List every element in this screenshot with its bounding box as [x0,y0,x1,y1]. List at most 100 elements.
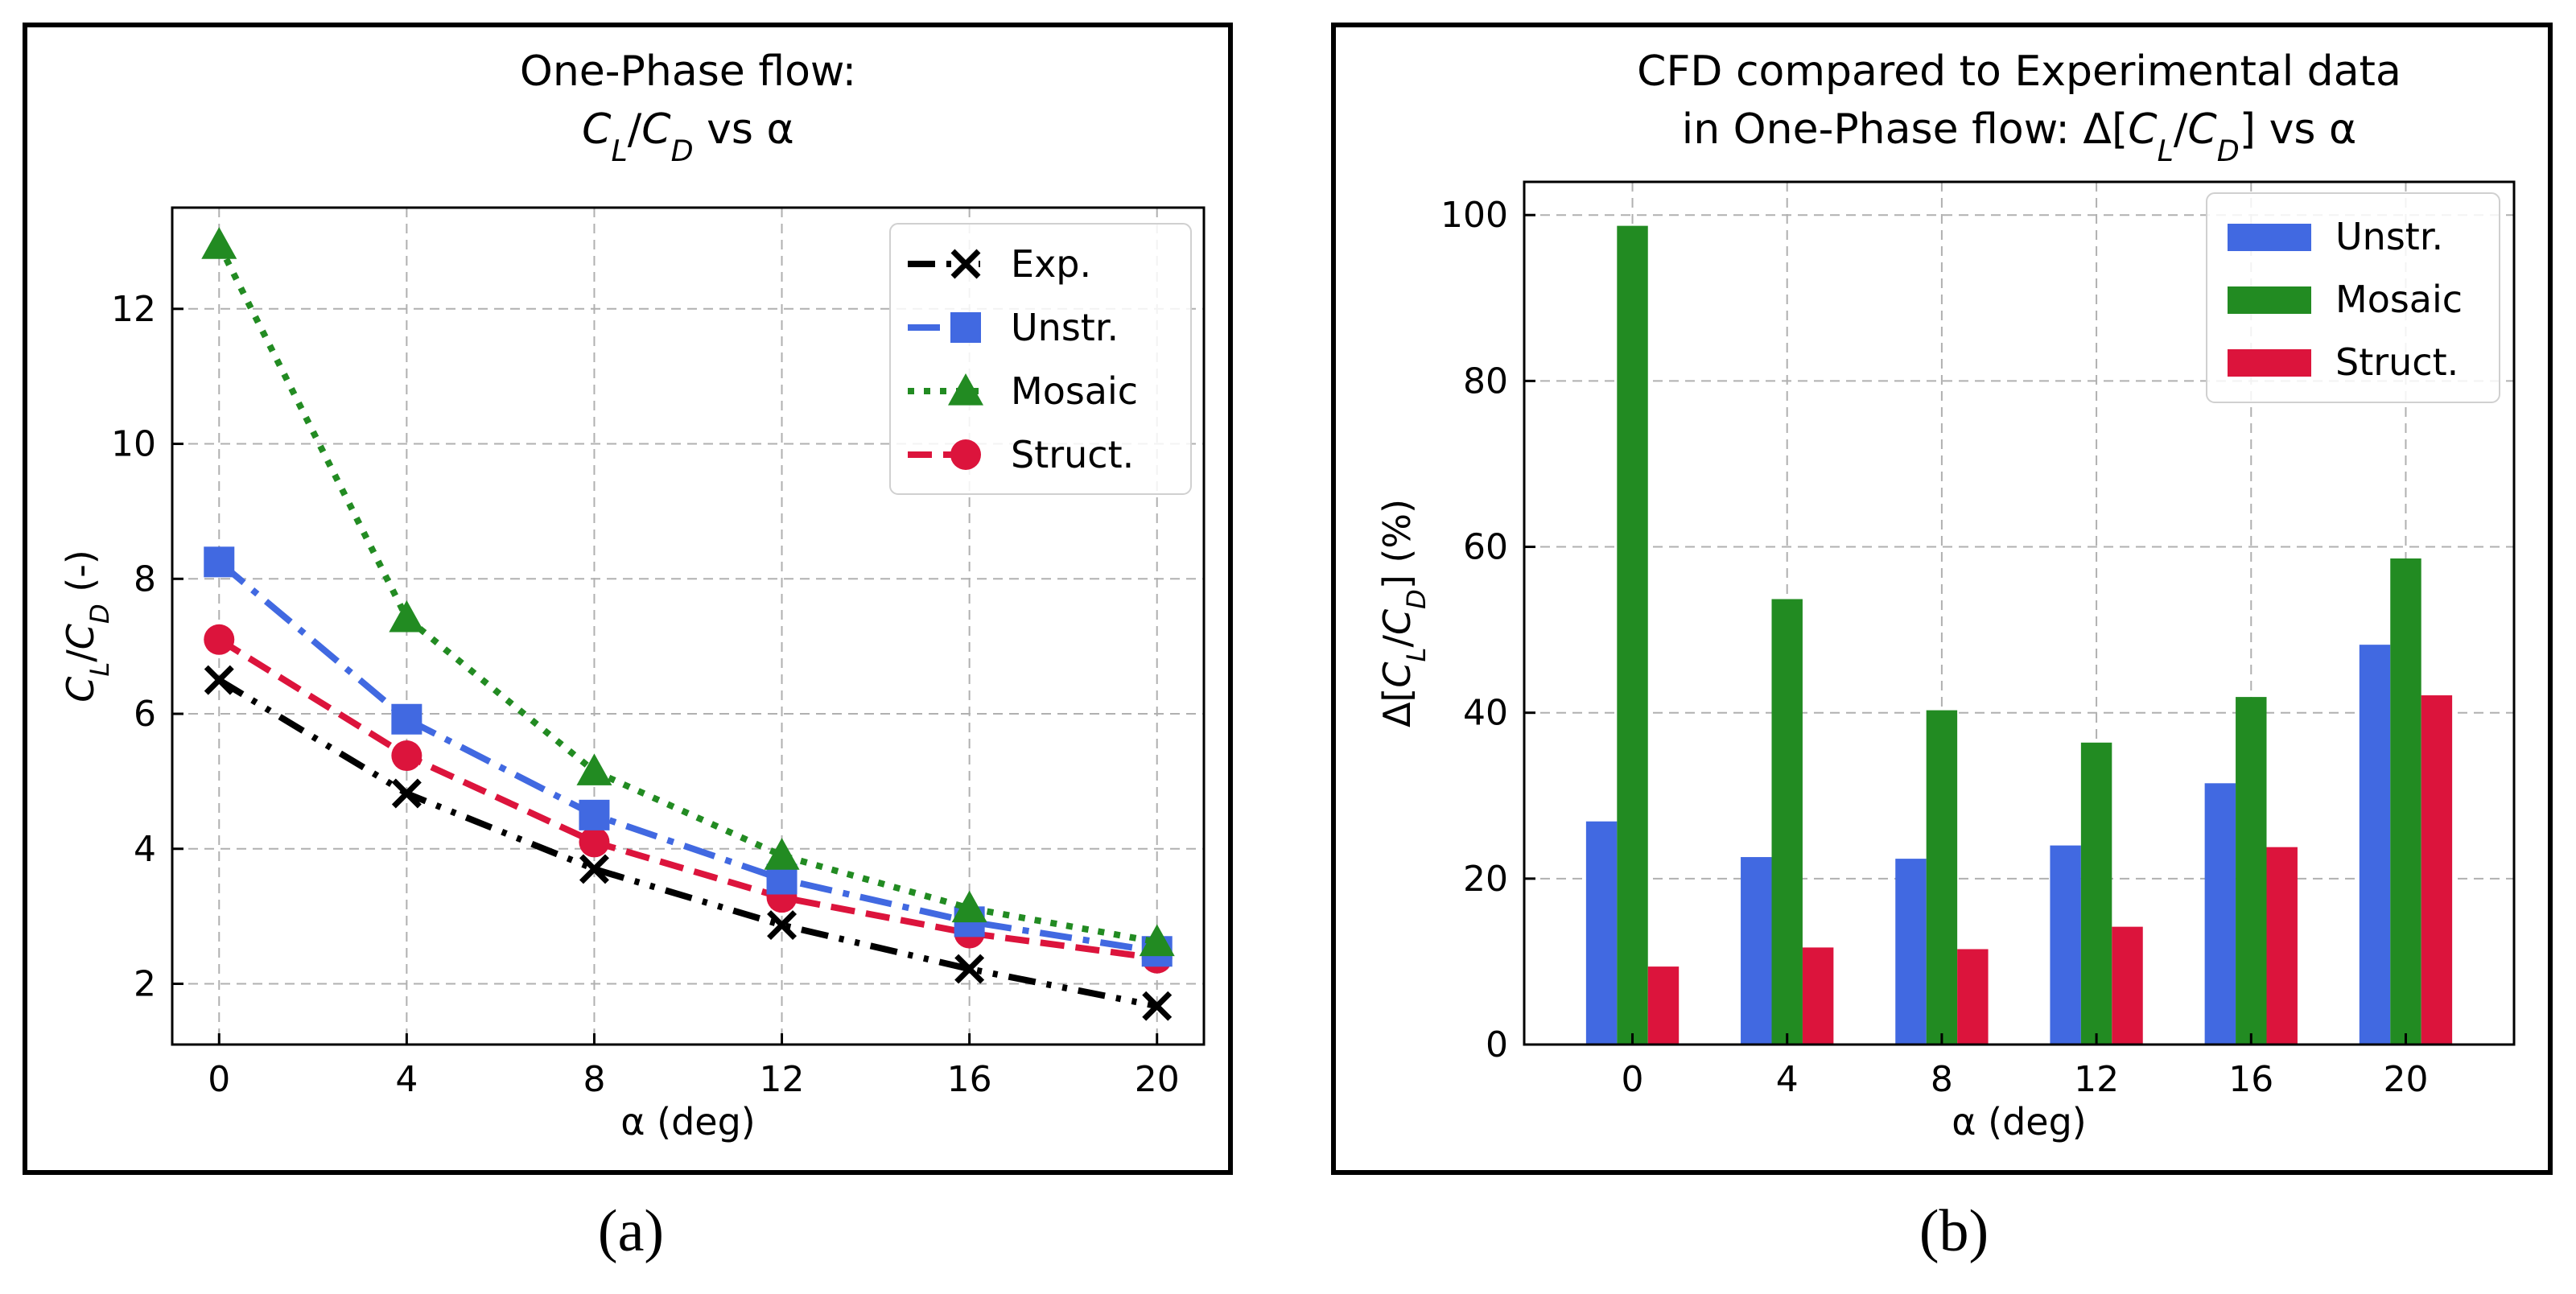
y-tick-label: 100 [1440,195,1508,236]
x-tick-label: 16 [2228,1059,2273,1100]
data-point [389,600,425,633]
legend-swatch [2228,349,2311,377]
bar [1617,225,1648,1045]
chart-title-line2: CL/CD vs α [582,105,794,168]
chart-title-line1: One-Phase flow: [520,47,856,96]
legend-label: Struct. [2335,340,2459,384]
data-point [579,826,610,858]
data-point [1142,991,1173,1021]
legend-label: Exp. [1011,242,1091,286]
bar [1647,966,1680,1045]
chart-title-line1: CFD compared to Experimental data [1637,47,2401,96]
data-point [579,799,610,830]
data-point [767,910,798,941]
chart-title-line2: in One-Phase flow: Δ[CL/CD] vs α [1682,105,2357,168]
bar [2390,558,2421,1045]
y-tick-label: 20 [1463,859,1508,900]
x-tick-label: 4 [395,1059,418,1100]
bar [1957,949,1989,1045]
data-point [201,227,237,259]
series-mosaic [201,227,1175,957]
plot-frame [171,206,1206,1046]
y-tick-label: 6 [134,694,156,735]
panel-a: One-Phase flow: CL/CD vs α 0 4 8 12 16 20 2 4 6 8 10… [23,23,1233,1175]
bar [2236,697,2267,1045]
data-point [954,954,985,984]
x-axis-label: α (deg) [620,1100,756,1144]
x-axis-label: α (deg) [1952,1100,2087,1144]
data-point [579,854,609,884]
x-tick-label: 12 [760,1059,805,1100]
data-point [576,753,612,785]
legend-label: Struct. [1011,433,1134,476]
y-axis-label: Δ[CL/CD] (%) [1375,499,1432,727]
bar [2266,847,2298,1045]
data-point [391,778,422,809]
legend-label: Unstr. [2335,215,2443,258]
x-tick-label: 12 [2074,1059,2119,1100]
bar [1741,857,1772,1045]
x-tick-label: 20 [2383,1059,2428,1100]
data-point [1139,924,1175,957]
data-point [764,838,800,870]
bar-chart: CFD compared to Experimental data in One-… [1375,47,2516,1144]
x-tick-label: 16 [947,1059,992,1100]
legend: Unstr. Mosaic Struct. [2206,192,2500,403]
legend-label: Unstr. [1011,306,1119,349]
series-exp [204,665,1173,1021]
panel-b: CFD compared to Experimental data in One-… [1331,23,2553,1175]
legend-label: Mosaic [2335,278,2463,321]
y-tick-label: 40 [1463,693,1508,734]
series-line [217,677,1158,1010]
legend-marker [948,373,983,406]
legend-swatch [2228,224,2311,251]
y-tick-label: 60 [1463,527,1508,568]
bar [1895,859,1927,1045]
legend-marker [950,249,981,279]
y-tick-label: 10 [111,424,156,465]
data-point [951,890,987,923]
y-tick-label: 4 [134,829,156,870]
y-tick-label: 8 [134,558,156,600]
series-unstr [1585,645,2391,1045]
bar [1585,821,1618,1045]
line-chart: One-Phase flow:CL/CD vs α0 4 8 12 16 20246810… [59,47,1206,1144]
series-line [216,559,1158,955]
x-tick-label: 20 [1135,1059,1180,1100]
series-struct [1647,695,2453,1045]
x-tick-label: 8 [583,1059,605,1100]
bar [2359,645,2391,1045]
x-tick-label: 0 [1622,1059,1644,1100]
bar [2080,742,2112,1045]
caption-a: (a) [597,1198,665,1264]
legend: Exp. Unstr. Mosaic Struct. [889,223,1192,495]
bar [1926,710,1958,1045]
legend-label: Mosaic [1011,369,1138,413]
legend-marker [950,312,981,343]
bar [2112,926,2143,1045]
data-point [204,546,235,578]
series-struct [204,624,1173,974]
bar [2421,695,2453,1045]
y-tick-label: 2 [134,964,156,1005]
y-tick-label: 80 [1463,361,1508,402]
y-tick-label: 0 [1486,1024,1508,1065]
legend-swatch [2228,286,2311,314]
bar [1771,599,1803,1045]
data-point [391,703,422,735]
series-line [216,243,1158,946]
series-mosaic [1617,225,2421,1045]
data-point [204,665,234,695]
plot-frame [1523,180,2516,1046]
caption-b: (b) [1919,1198,1989,1264]
x-tick-label: 0 [208,1059,230,1100]
legend-marker [950,439,981,470]
data-point [391,740,422,772]
bar [2050,845,2081,1045]
legend-box [889,223,1192,495]
y-axis-label: CL/CD (-) [59,550,115,703]
bar [2204,783,2236,1045]
x-tick-label: 4 [1776,1059,1799,1100]
data-point [204,624,235,655]
bar [1802,947,1834,1045]
